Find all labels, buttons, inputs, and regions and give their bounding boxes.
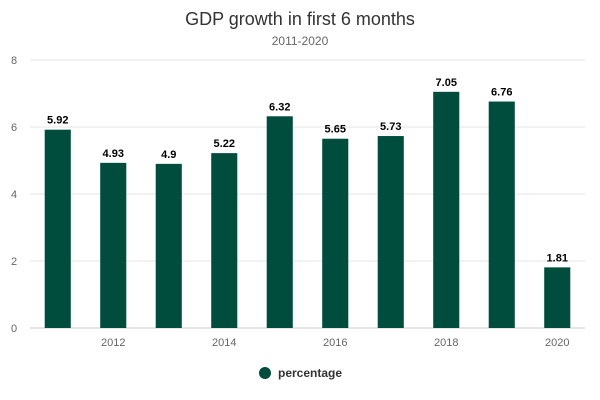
x-tick-label: 2014 [212,337,236,349]
bar-2019 [488,101,515,328]
data-label: 7.05 [436,77,457,89]
data-label: 5.65 [325,124,346,136]
data-label: 5.92 [47,115,68,127]
data-label: 6.32 [269,101,290,113]
y-tick-label: 6 [11,122,17,134]
y-tick-label: 0 [11,323,17,335]
bar-2011 [44,129,71,328]
y-tick-label: 2 [11,256,17,268]
bar-2012 [100,162,127,328]
chart-subtitle: 2011-2020 [272,34,329,48]
data-label: 6.76 [491,87,512,99]
y-axis-ticks: 0 2 4 6 8 [11,55,17,335]
data-label: 5.22 [214,138,235,150]
data-labels: 5.92 4.93 4.9 5.22 6.32 5.65 5.73 7.05 6.76 1.81 [47,77,568,265]
chart-title: GDP growth in first 6 months [185,9,415,29]
legend-marker-icon [259,367,271,379]
bar-2017 [377,136,404,328]
bar-2018 [433,91,460,328]
legend-label: percentage [278,366,342,380]
data-label: 4.9 [161,149,176,161]
data-label: 1.81 [547,252,568,264]
y-tick-label: 8 [11,55,17,67]
x-tick-label: 2016 [323,337,347,349]
bar-2020 [544,267,571,328]
bar-2016 [322,138,349,328]
bars [44,91,571,328]
bar-2014 [211,153,238,328]
x-axis-ticks: 2012 2014 2016 2018 2020 [101,337,569,349]
x-tick-label: 2018 [434,337,458,349]
y-tick-label: 4 [11,189,17,201]
data-label: 5.73 [380,121,401,133]
x-tick-label: 2012 [101,337,125,349]
bar-2015 [266,116,293,328]
legend[interactable]: percentage [259,366,342,380]
bar-2013 [155,163,182,328]
x-tick-label: 2020 [545,337,569,349]
data-label: 4.93 [103,148,124,160]
